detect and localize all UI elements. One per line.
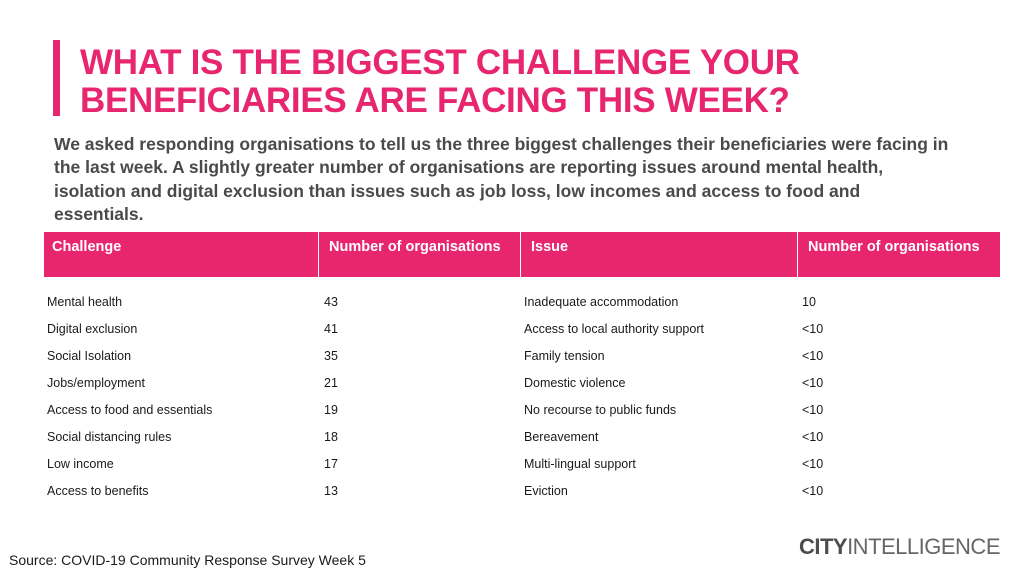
table-row: Digital exclusion 41 Access to local aut… [44, 315, 996, 342]
issue-count-cell: <10 [802, 348, 824, 363]
table-row: Access to food and essentials 19 No reco… [44, 396, 996, 423]
challenge-cell: Access to food and essentials [47, 402, 213, 417]
table-header: Challenge Number of organisations Issue … [44, 232, 1000, 277]
table-row: Low income 17 Multi-lingual support <10 [44, 450, 996, 477]
challenge-count-cell: 19 [324, 402, 338, 417]
issue-count-cell: <10 [802, 375, 824, 390]
issue-cell: Domestic violence [524, 375, 626, 390]
table-row: Mental health 43 Inadequate accommodatio… [44, 288, 996, 315]
header-challenge: Challenge [44, 232, 319, 277]
issue-count-cell: <10 [802, 429, 824, 444]
issue-count-cell: <10 [802, 456, 824, 471]
issue-count-cell: <10 [802, 483, 824, 498]
challenge-cell: Social distancing rules [47, 429, 172, 444]
table-body: Mental health 43 Inadequate accommodatio… [44, 288, 996, 504]
title-accent-bar [53, 40, 60, 116]
table-row: Social distancing rules 18 Bereavement <… [44, 423, 996, 450]
challenge-count-cell: 41 [324, 321, 338, 336]
challenge-count-cell: 18 [324, 429, 338, 444]
issue-cell: Inadequate accommodation [524, 294, 679, 309]
title-line-2: BENEFICIARIES ARE FACING THIS WEEK? [80, 81, 790, 120]
logo-bold-text: CITY [798, 534, 848, 559]
page-title: WHAT IS THE BIGGEST CHALLENGE YOUR BENEF… [80, 44, 980, 120]
challenge-count-cell: 43 [324, 294, 338, 309]
title-line-1: WHAT IS THE BIGGEST CHALLENGE YOUR [80, 43, 800, 82]
issue-cell: Family tension [524, 348, 605, 363]
table-row: Jobs/employment 21 Domestic violence <10 [44, 369, 996, 396]
table-row: Access to benefits 13 Eviction <10 [44, 477, 996, 504]
challenge-cell: Mental health [47, 294, 123, 309]
issue-cell: No recourse to public funds [524, 402, 677, 417]
logo-light-text: INTELLIGENCE [847, 534, 1000, 559]
issue-count-cell: 10 [802, 294, 816, 309]
challenge-count-cell: 21 [324, 375, 338, 390]
challenge-cell: Low income [47, 456, 114, 471]
challenge-count-cell: 17 [324, 456, 338, 471]
issue-count-cell: <10 [802, 402, 824, 417]
header-number-of-organisations-2: Number of organisations [800, 232, 1000, 277]
challenge-count-cell: 35 [324, 348, 338, 363]
issue-cell: Access to local authority support [524, 321, 704, 336]
challenge-cell: Social Isolation [47, 348, 132, 363]
issue-count-cell: <10 [802, 321, 824, 336]
subtitle: We asked responding organisations to tel… [54, 134, 949, 224]
challenges-table: Challenge Number of organisations Issue … [44, 232, 1000, 504]
header-issue: Issue [523, 232, 798, 277]
issue-cell: Bereavement [524, 429, 599, 444]
issue-cell: Eviction [524, 483, 568, 498]
challenge-count-cell: 13 [324, 483, 338, 498]
city-intelligence-logo: CITYINTELLIGENCE [798, 534, 1001, 560]
challenge-cell: Access to benefits [47, 483, 149, 498]
challenge-cell: Jobs/employment [47, 375, 145, 390]
issue-cell: Multi-lingual support [524, 456, 636, 471]
source-note: Source: COVID-19 Community Response Surv… [9, 552, 366, 568]
table-row: Social Isolation 35 Family tension <10 [44, 342, 996, 369]
header-number-of-organisations: Number of organisations [321, 232, 521, 277]
challenge-cell: Digital exclusion [47, 321, 138, 336]
